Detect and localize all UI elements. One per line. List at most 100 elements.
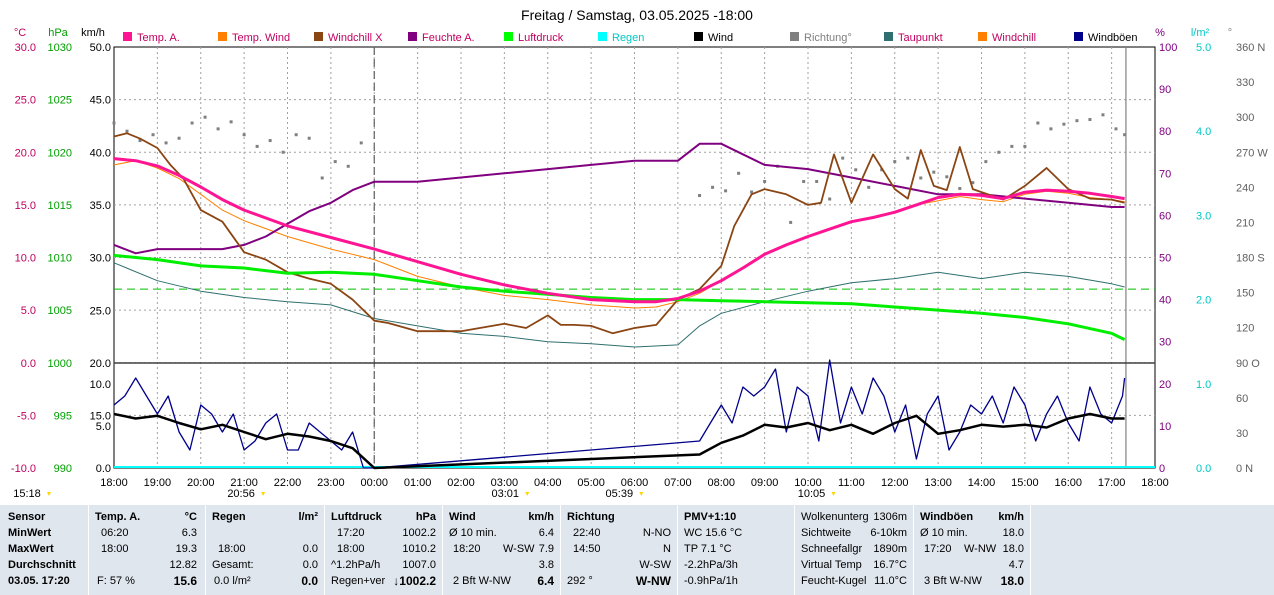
time-marker-label: 03:01 <box>491 488 519 500</box>
legend-swatch <box>314 32 323 41</box>
direction-point <box>932 170 936 174</box>
rain-block: Regen l/m² 18:00 0.0 Gesamt: 0.0 0.0 l/m… <box>206 505 325 595</box>
hpa-tick-label: 1015 <box>48 200 72 212</box>
pmv-dewpoint: TP 7.1 °C <box>684 543 732 555</box>
legend-label: Luftdruck <box>518 32 564 44</box>
pressure-max-value: 1010.2 <box>402 543 436 555</box>
direction-point <box>1101 113 1105 117</box>
rain-unit: l/m² <box>298 511 318 523</box>
legend-label: Temp. A. <box>137 32 180 44</box>
wind-beaufort: 2 Bft W-NW <box>453 575 511 587</box>
pressure-header: Luftdruck <box>331 511 382 523</box>
direction-point <box>255 144 259 148</box>
direction-point <box>711 185 715 189</box>
direction-point <box>958 187 962 191</box>
rain-total-label: Gesamt: <box>212 559 254 571</box>
temp-min-time: 06:20 <box>101 527 129 539</box>
current-date: 03.05. 17:20 <box>8 575 70 587</box>
wind-avg10-label: Ø 10 min. <box>449 527 497 539</box>
wind-unit: km/h <box>528 511 554 523</box>
gust-current: 18.0 <box>1000 574 1024 588</box>
wind-avg10-value: 6.4 <box>538 527 554 539</box>
direction-point <box>216 127 220 131</box>
time-marker-label: 05:39 <box>606 488 634 500</box>
gust-header: Windböen <box>920 511 974 523</box>
x-tick-label: 05:00 <box>577 477 605 489</box>
pmv-trend-3h: -2.2hPa/3h <box>684 559 738 571</box>
wind-current: 6.4 <box>537 574 554 588</box>
pct-tick-label: 10 <box>1159 421 1171 433</box>
legend-swatch <box>884 32 893 41</box>
time-marker-label: 10:05 <box>798 488 826 500</box>
pressure-block: Luftdruck hPa 17:20 1002.2 18:00 1010.2 … <box>325 505 443 595</box>
direction-tick-label: 60 <box>1236 393 1248 405</box>
legend-swatch <box>123 32 132 41</box>
direction-point <box>138 139 142 143</box>
direction-tick-label: 90 O <box>1236 358 1260 370</box>
temp-header: Temp. A. <box>95 511 141 523</box>
temp-tick-label: -10.0 <box>11 463 36 475</box>
temp-current: 15.6 <box>173 574 197 588</box>
legend-swatch <box>408 32 417 41</box>
legend-swatch <box>504 32 513 41</box>
pct-tick-label: 30 <box>1159 337 1171 349</box>
cloud-base-label: Wolkenunterg <box>801 511 869 523</box>
temp-max-time: 18:00 <box>101 543 129 555</box>
pmv-block: PMV+1:10 WC 15.6 °C TP 7.1 °C -2.2hPa/3h… <box>678 505 795 595</box>
direction-point <box>971 181 975 185</box>
wind-line <box>113 412 1125 470</box>
direction-point <box>841 156 845 160</box>
direction-point <box>828 197 832 201</box>
legend-swatch <box>598 32 607 41</box>
pressure-min-time: 17:20 <box>337 527 365 539</box>
dewpoint-line <box>113 262 1125 348</box>
weather-chart: Freitag / Samstag, 03.05.2025 -18:00 °C hP… <box>11 7 1268 500</box>
direction-tick-label: 240 <box>1236 182 1254 194</box>
temp-tick-label: 25.0 <box>15 95 36 107</box>
stats-panel: Sensor MinWert MaxWert Durchschnitt 03.0… <box>0 505 1274 595</box>
max-label: MaxWert <box>8 543 54 555</box>
pressure-trend: ^1.2hPa/h <box>331 559 381 571</box>
temp-tick-label: 20.0 <box>15 147 36 159</box>
hpa-tick-label: 990 <box>54 463 72 475</box>
rain-max-time: 18:00 <box>218 543 246 555</box>
sensor-block: Sensor MinWert MaxWert Durchschnitt 03.0… <box>0 505 89 595</box>
x-tick-label: 17:00 <box>1098 477 1126 489</box>
time-marker-label: 15:18 <box>13 488 41 500</box>
direction-tick-label: 210 <box>1236 217 1254 229</box>
temp-humidity: F: 57 % <box>97 575 135 587</box>
kmh-tick-label: 45.0 <box>90 95 111 107</box>
x-tick-label: 13:00 <box>924 477 952 489</box>
temp-tick-label: 10.0 <box>15 253 36 265</box>
legend-swatch <box>1074 32 1083 41</box>
direction-tick-label: 150 <box>1236 288 1254 300</box>
kmh-tick-label: 50.0 <box>90 42 111 54</box>
direction-degrees: 292 ° <box>567 575 593 587</box>
cloud-block: Wolkenunterg 1306m Sichtweite 6-10km Sch… <box>795 505 914 595</box>
avg-label: Durchschnitt <box>8 559 76 571</box>
kmh-tick-label: 20.0 <box>90 358 111 370</box>
rain-header: Regen <box>212 511 246 523</box>
direction-tick-label: 270 W <box>1236 147 1268 159</box>
x-tick-label: 01:00 <box>404 477 432 489</box>
direction-point <box>1075 119 1079 123</box>
wind-header: Wind <box>449 511 476 523</box>
visibility-label: Sichtweite <box>801 527 852 539</box>
direction-point <box>802 179 806 183</box>
gust-max-direction: W-NW <box>964 543 997 555</box>
rain-current: 0.0 <box>301 574 318 588</box>
direction-point <box>1049 127 1053 131</box>
direction-point <box>229 120 233 124</box>
direction-point <box>854 168 858 172</box>
legend-label: Taupunkt <box>898 32 943 44</box>
legend-label: Temp. Wind <box>232 32 290 44</box>
direction-max-time: 14:50 <box>573 543 601 555</box>
direction-point <box>984 160 988 164</box>
pressure-unit: hPa <box>415 511 436 523</box>
legend-label: Wind <box>708 32 733 44</box>
sensor-header: Sensor <box>8 511 46 523</box>
axis-unit-deg: ° <box>1228 27 1232 39</box>
pressure-max-time: 18:00 <box>337 543 365 555</box>
gust-unit: km/h <box>998 511 1024 523</box>
pct-tick-label: 70 <box>1159 168 1171 180</box>
